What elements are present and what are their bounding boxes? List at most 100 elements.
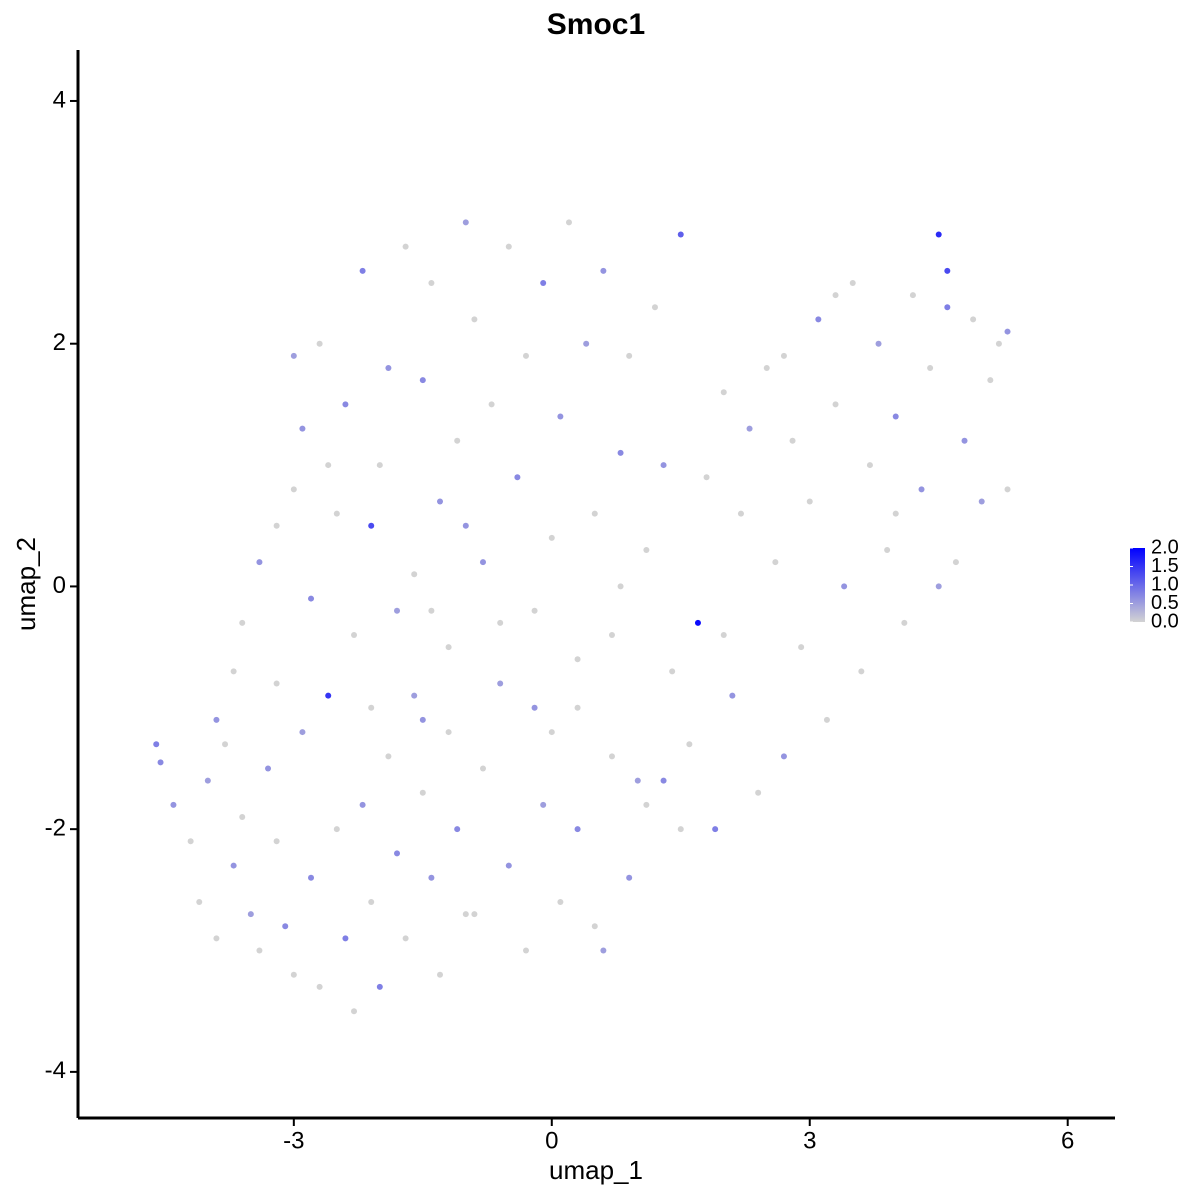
point [462, 911, 469, 918]
point [789, 437, 796, 444]
point [514, 474, 521, 481]
point [419, 377, 426, 384]
point [454, 437, 461, 444]
point [755, 789, 762, 796]
point [213, 716, 220, 723]
point [157, 759, 164, 766]
point [651, 304, 658, 311]
point [479, 559, 486, 566]
point [359, 801, 366, 808]
x-tick-label: 6 [1061, 1127, 1074, 1154]
point [437, 971, 444, 978]
point [866, 462, 873, 469]
point [815, 316, 822, 323]
point [987, 377, 994, 384]
point [256, 947, 263, 954]
point [952, 559, 959, 566]
point [531, 607, 538, 614]
x-axis-title: umap_1 [549, 1155, 643, 1185]
x-tick-label: 0 [545, 1127, 558, 1154]
point [892, 510, 899, 517]
point [333, 826, 340, 833]
point [694, 619, 701, 626]
y-tick-label: 4 [53, 86, 66, 113]
point [1004, 486, 1011, 493]
point [239, 619, 246, 626]
point [875, 340, 882, 347]
point [411, 571, 418, 578]
point [772, 559, 779, 566]
point [385, 753, 392, 760]
point [325, 692, 332, 699]
point [419, 789, 426, 796]
point [643, 801, 650, 808]
point [479, 765, 486, 772]
point [308, 595, 315, 602]
x-tick-label: 3 [803, 1127, 816, 1154]
point [608, 753, 615, 760]
point [540, 801, 547, 808]
point [720, 631, 727, 638]
point [325, 462, 332, 469]
point [351, 631, 358, 638]
point [531, 704, 538, 711]
point [686, 741, 693, 748]
point [574, 656, 581, 663]
point [428, 607, 435, 614]
point [290, 352, 297, 359]
point [884, 547, 891, 554]
point [299, 729, 306, 736]
point [462, 522, 469, 529]
point [634, 777, 641, 784]
point [290, 971, 297, 978]
point [780, 352, 787, 359]
point [935, 231, 942, 238]
point [187, 838, 194, 845]
point [239, 814, 246, 821]
point [445, 729, 452, 736]
point [720, 389, 727, 396]
point [273, 680, 280, 687]
point [282, 923, 289, 930]
point [600, 267, 607, 274]
point [445, 644, 452, 651]
point [832, 292, 839, 299]
point [342, 935, 349, 942]
point [256, 559, 263, 566]
point [316, 983, 323, 990]
point [230, 862, 237, 869]
point [265, 765, 272, 772]
point [196, 898, 203, 905]
point [290, 486, 297, 493]
point [548, 534, 555, 541]
point [299, 425, 306, 432]
point [308, 874, 315, 881]
point [832, 401, 839, 408]
point [471, 911, 478, 918]
point [677, 231, 684, 238]
point [419, 716, 426, 723]
point [222, 741, 229, 748]
point [428, 280, 435, 287]
point [626, 874, 633, 881]
point [660, 777, 667, 784]
point [944, 304, 951, 311]
point [204, 777, 211, 784]
point [608, 631, 615, 638]
x-tick-label: -3 [283, 1127, 304, 1154]
point [574, 826, 581, 833]
point [557, 898, 564, 905]
point [995, 340, 1002, 347]
colorbar-label: 0.5 [1151, 592, 1179, 614]
point [505, 862, 512, 869]
point [333, 510, 340, 517]
point [540, 280, 547, 287]
point [617, 583, 624, 590]
point [583, 340, 590, 347]
point [342, 401, 349, 408]
point [428, 874, 435, 881]
colorbar-label: 1.0 [1151, 573, 1179, 595]
point [411, 692, 418, 699]
point [737, 510, 744, 517]
point [823, 716, 830, 723]
